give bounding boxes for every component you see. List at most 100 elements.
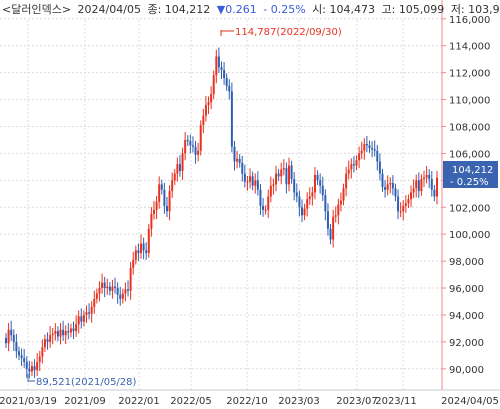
x-tick-label: 2022/10 bbox=[226, 396, 268, 407]
candle-up bbox=[407, 199, 410, 204]
candle-up bbox=[272, 184, 275, 186]
current-price-percent: - 0.25% bbox=[450, 177, 489, 188]
candle-down bbox=[293, 178, 296, 193]
open-label: 시: bbox=[312, 3, 326, 16]
quote-date: 2024/04/05 bbox=[78, 3, 141, 16]
current-price-value: 104,212 bbox=[452, 165, 493, 176]
candle-down bbox=[189, 141, 192, 146]
candle-up bbox=[184, 139, 187, 154]
candle-down bbox=[88, 312, 91, 314]
candle-down bbox=[178, 164, 181, 171]
candle-up bbox=[36, 362, 39, 371]
candle-down bbox=[225, 78, 228, 87]
candle-down bbox=[326, 211, 329, 229]
candle-up bbox=[158, 184, 161, 202]
y-tick-label: 106,000 bbox=[449, 149, 490, 160]
candle-up bbox=[267, 196, 270, 210]
candle-down bbox=[430, 178, 433, 190]
candle-down bbox=[28, 368, 31, 372]
y-tick-label: 108,000 bbox=[449, 122, 490, 133]
y-tick-label: 100,000 bbox=[449, 230, 490, 241]
candle-up bbox=[358, 153, 361, 161]
candle-up bbox=[64, 331, 67, 336]
candle-down bbox=[163, 189, 166, 206]
candle-down bbox=[56, 331, 59, 337]
candle-up bbox=[342, 188, 345, 201]
candle-up bbox=[334, 215, 337, 217]
candle-up bbox=[101, 282, 104, 289]
candle-up bbox=[215, 56, 218, 76]
candle-up bbox=[350, 164, 353, 170]
candle-up bbox=[168, 191, 171, 212]
y-tick-label: 98,000 bbox=[449, 257, 484, 268]
candle-down bbox=[324, 195, 327, 212]
candle-down bbox=[25, 362, 28, 369]
svg-text:<달러인덱스> 2024/04/05: <달러인덱스> 2024/04/05 종: 104,212 ▼0.261 - 0… bbox=[2, 3, 500, 16]
candle-down bbox=[67, 331, 70, 333]
low-annotation: 89,521(2021/05/28) bbox=[27, 374, 137, 388]
candle-up bbox=[246, 181, 249, 183]
candle-up bbox=[360, 150, 363, 154]
candle-down bbox=[373, 149, 376, 151]
candle-up bbox=[207, 102, 210, 105]
open-value: 104,473 bbox=[329, 3, 375, 16]
candle-down bbox=[298, 196, 301, 208]
candle-up bbox=[423, 177, 426, 179]
candle-down bbox=[241, 162, 244, 174]
candle-up bbox=[150, 213, 153, 229]
candle-up bbox=[121, 293, 124, 299]
x-tick-label: 2023/11 bbox=[375, 396, 417, 407]
y-tick-label: 112,000 bbox=[449, 69, 490, 80]
candle-up bbox=[425, 174, 428, 178]
candle-down bbox=[10, 329, 13, 336]
candle-up bbox=[202, 115, 205, 126]
candle-down bbox=[384, 187, 387, 190]
candle-down bbox=[228, 86, 231, 92]
candle-down bbox=[262, 205, 265, 210]
candle-down bbox=[5, 337, 7, 344]
candle-up bbox=[399, 211, 402, 213]
candle-down bbox=[223, 69, 226, 79]
candle-up bbox=[308, 196, 311, 200]
candle-down bbox=[20, 355, 23, 359]
candle-up bbox=[275, 173, 278, 185]
candle-up bbox=[199, 125, 202, 151]
candle-up bbox=[49, 335, 52, 342]
high-annotation-label: 114,787(2022/09/30) bbox=[235, 27, 342, 38]
candle-down bbox=[72, 328, 75, 332]
candle-up bbox=[124, 289, 127, 294]
candle-up bbox=[282, 168, 285, 170]
candle-down bbox=[160, 184, 163, 190]
candle-down bbox=[145, 250, 148, 254]
candle-up bbox=[173, 173, 176, 181]
candle-down bbox=[321, 185, 324, 196]
candle-down bbox=[191, 145, 194, 147]
candle-up bbox=[82, 314, 85, 322]
high-value: 105,099 bbox=[399, 3, 445, 16]
candle-up bbox=[155, 201, 158, 210]
candle-up bbox=[43, 339, 46, 348]
candle-down bbox=[378, 161, 381, 174]
candle-down bbox=[46, 339, 49, 342]
candle-up bbox=[30, 366, 33, 372]
candle-down bbox=[371, 148, 374, 150]
candle-up bbox=[77, 316, 80, 325]
y-tick-label: 110,000 bbox=[449, 96, 490, 107]
candle-up bbox=[181, 153, 184, 171]
candle-down bbox=[259, 189, 262, 206]
x-axis-ticks: 2021/03/19 2021/09 2022/01 2022/05 2022/10 20… bbox=[0, 389, 500, 407]
candle-up bbox=[106, 286, 109, 289]
candle-down bbox=[394, 188, 397, 197]
candle-down bbox=[62, 329, 65, 336]
candle-down bbox=[33, 366, 36, 371]
candle-down bbox=[352, 164, 355, 166]
candle-up bbox=[90, 306, 93, 314]
candle-down bbox=[256, 180, 259, 190]
candle-down bbox=[277, 173, 280, 177]
candle-down bbox=[233, 146, 236, 162]
candle-down bbox=[12, 335, 15, 342]
candle-up bbox=[313, 174, 316, 193]
candle-down bbox=[365, 143, 368, 146]
y-tick-label: 102,000 bbox=[449, 203, 490, 214]
